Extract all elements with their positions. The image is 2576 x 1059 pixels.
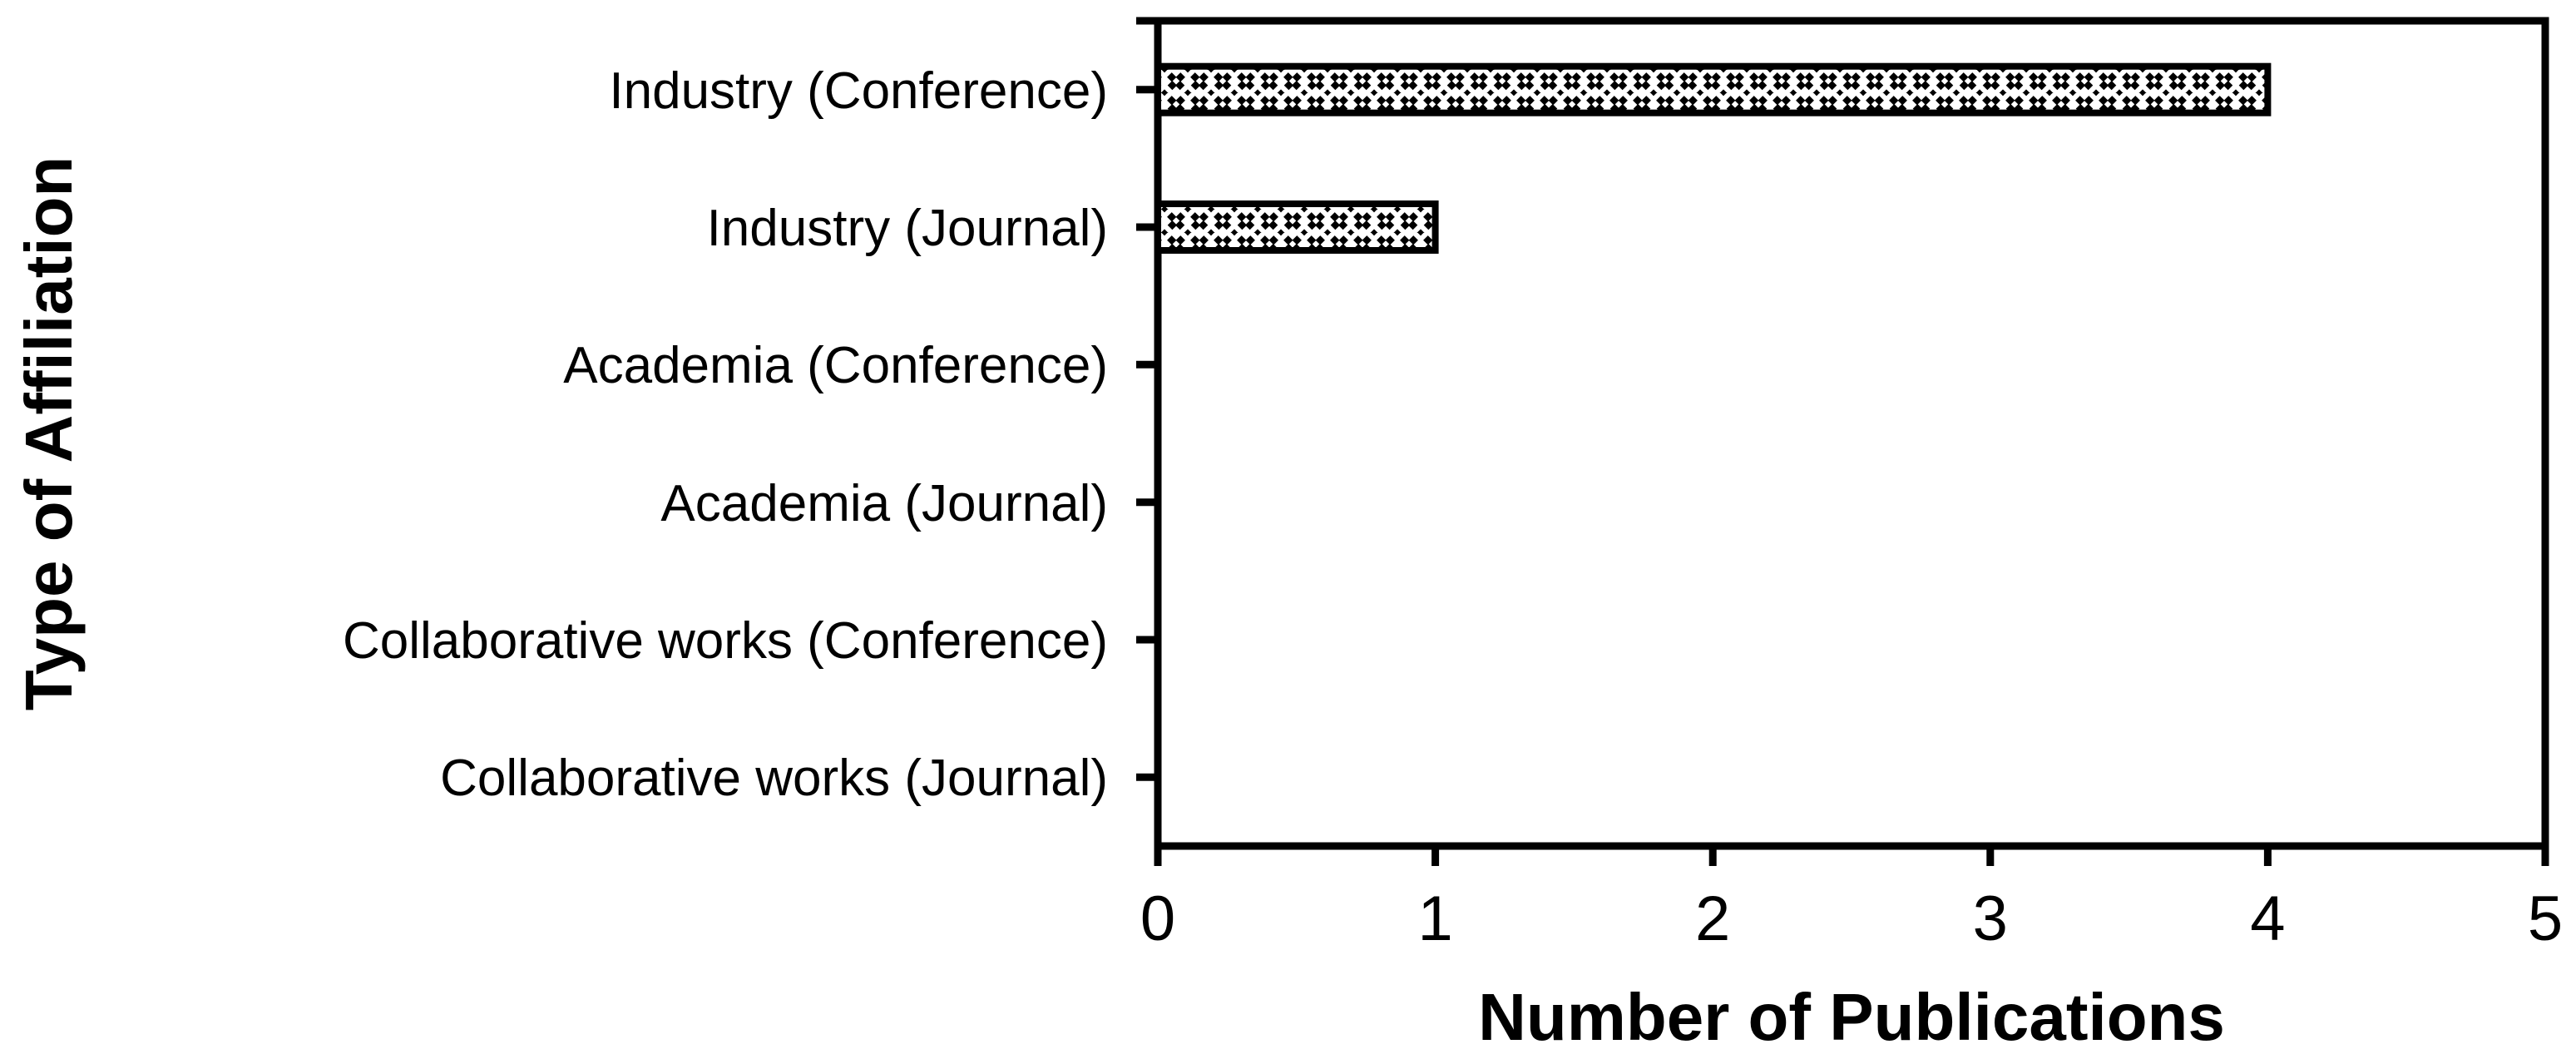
x-tick-label-3: 3: [1973, 883, 2008, 954]
category-label-academia-journal: Academia (Journal): [660, 475, 1108, 532]
x-tick-label-2: 2: [1695, 883, 1730, 954]
category-label-academia-conference: Academia (Conference): [563, 337, 1108, 394]
category-label-industry-journal: Industry (Journal): [707, 200, 1108, 257]
bar-industry-journal: [1155, 200, 1439, 254]
y-axis-title: Type of Affiliation: [12, 156, 86, 711]
category-label-industry-conference: Industry (Conference): [609, 62, 1108, 120]
x-tick-label-1: 1: [1417, 883, 1452, 954]
x-axis-ticks: [1154, 843, 2549, 866]
bar-industry-conference: [1155, 62, 2272, 116]
x-axis-title: Number of Publications: [1478, 980, 2225, 1054]
x-tick-label-4: 4: [2250, 883, 2285, 954]
category-label-collaborative-conference: Collaborative works (Conference): [343, 612, 1108, 670]
x-tick-label-0: 0: [1140, 883, 1175, 954]
plot-frame: [1154, 17, 2549, 850]
x-tick-label-5: 5: [2528, 883, 2563, 954]
category-label-collaborative-journal: Collaborative works (Journal): [440, 750, 1108, 807]
y-axis-ticks: [1136, 17, 1158, 781]
